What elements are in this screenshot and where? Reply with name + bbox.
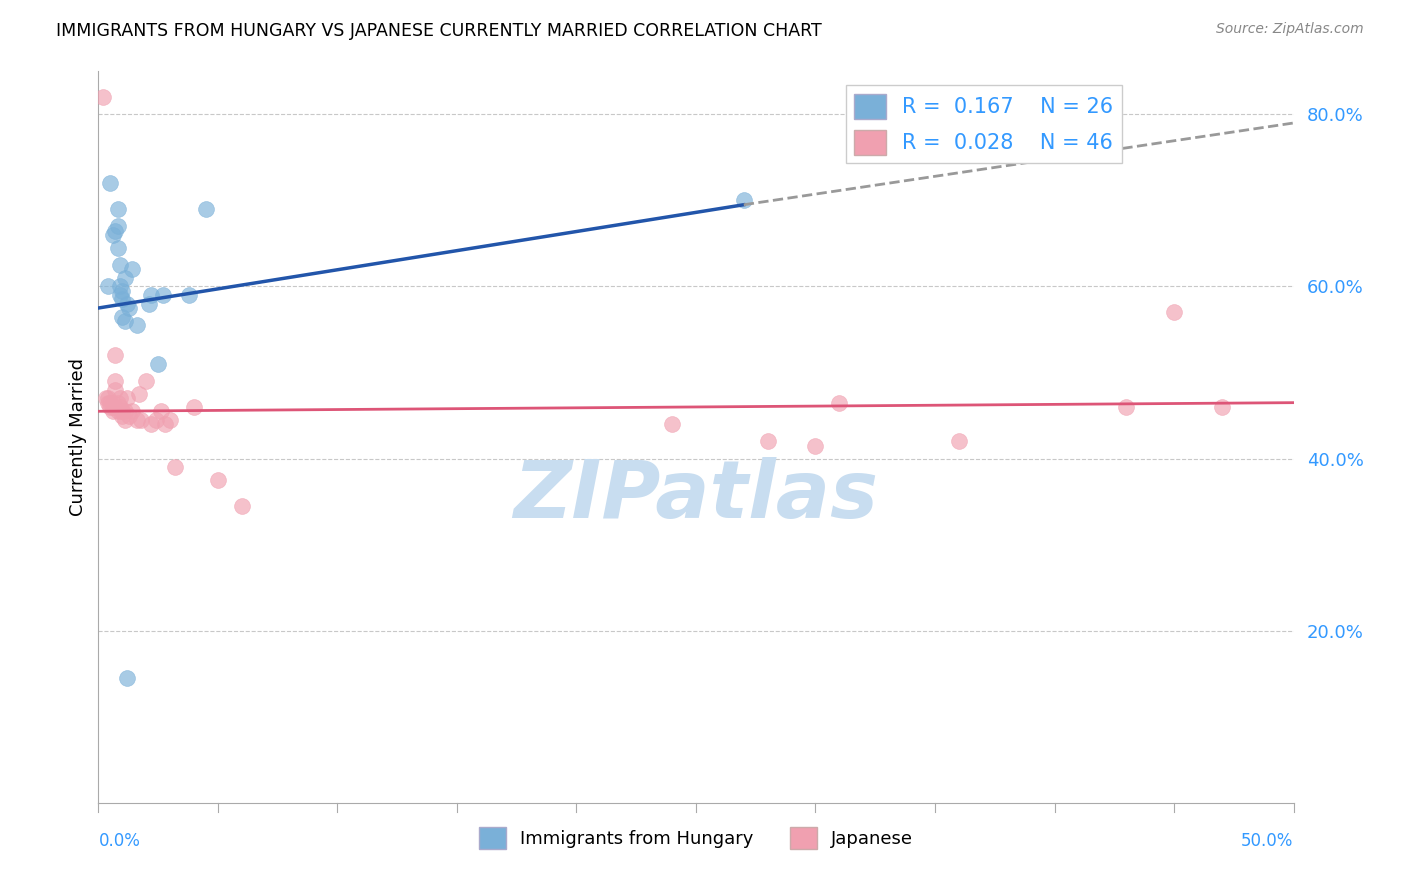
Point xyxy=(97,395,120,409)
Point xyxy=(131,413,153,427)
Point xyxy=(114,404,136,418)
Point xyxy=(125,318,148,333)
Point xyxy=(828,395,851,409)
Point xyxy=(107,241,129,255)
Point xyxy=(107,219,129,234)
Point xyxy=(145,413,167,427)
Point xyxy=(804,439,827,453)
Text: IMMIGRANTS FROM HUNGARY VS JAPANESE CURRENTLY MARRIED CORRELATION CHART: IMMIGRANTS FROM HUNGARY VS JAPANESE CURR… xyxy=(56,22,823,40)
Point xyxy=(139,417,162,432)
Point xyxy=(231,499,253,513)
Point xyxy=(128,387,150,401)
Point xyxy=(118,409,141,423)
Point xyxy=(115,296,138,310)
Point xyxy=(108,288,131,302)
Point xyxy=(155,417,177,432)
Point xyxy=(108,392,131,406)
Point xyxy=(125,413,148,427)
Point xyxy=(139,288,162,302)
Point xyxy=(1163,305,1185,319)
Point xyxy=(115,671,138,685)
Point xyxy=(115,392,138,406)
Point xyxy=(148,357,170,371)
Point xyxy=(107,404,129,418)
Point xyxy=(207,473,229,487)
Point xyxy=(104,400,127,414)
Y-axis label: Currently Married: Currently Married xyxy=(69,358,87,516)
Point xyxy=(121,404,143,418)
Point xyxy=(179,288,201,302)
Point xyxy=(118,301,141,315)
Point xyxy=(94,392,117,406)
Point xyxy=(108,279,131,293)
Point xyxy=(98,400,122,414)
Point xyxy=(101,400,124,414)
Point xyxy=(101,227,124,242)
Point xyxy=(107,202,129,216)
Point xyxy=(121,262,143,277)
Point xyxy=(111,404,134,418)
Point xyxy=(108,400,131,414)
Point xyxy=(101,395,124,409)
Point xyxy=(159,413,181,427)
Point xyxy=(756,434,779,449)
Point xyxy=(149,404,172,418)
Point xyxy=(111,310,134,324)
Point xyxy=(1115,400,1137,414)
Point xyxy=(111,284,134,298)
Point xyxy=(114,314,136,328)
Point xyxy=(183,400,205,414)
Point xyxy=(108,258,131,272)
Text: 0.0%: 0.0% xyxy=(98,832,141,850)
Point xyxy=(948,434,970,449)
Point xyxy=(98,176,122,190)
Text: Source: ZipAtlas.com: Source: ZipAtlas.com xyxy=(1216,22,1364,37)
Point xyxy=(104,374,127,388)
Point xyxy=(104,383,127,397)
Point xyxy=(104,223,127,237)
Point xyxy=(1211,400,1233,414)
Point xyxy=(114,271,136,285)
Point xyxy=(101,404,124,418)
Point xyxy=(135,374,157,388)
Text: ZIPatlas: ZIPatlas xyxy=(513,457,879,534)
Point xyxy=(733,194,755,208)
Point xyxy=(111,293,134,307)
Point xyxy=(104,348,127,362)
Point xyxy=(195,202,218,216)
Point xyxy=(98,395,122,409)
Point xyxy=(661,417,683,432)
Legend: Immigrants from Hungary, Japanese: Immigrants from Hungary, Japanese xyxy=(471,820,921,856)
Point xyxy=(163,460,186,475)
Point xyxy=(152,288,174,302)
Point xyxy=(97,392,120,406)
Point xyxy=(91,90,114,104)
Point xyxy=(111,409,134,423)
Text: 50.0%: 50.0% xyxy=(1241,832,1294,850)
Point xyxy=(107,395,129,409)
Point xyxy=(111,404,134,418)
Point xyxy=(138,296,160,310)
Point xyxy=(97,279,120,293)
Point xyxy=(114,413,136,427)
